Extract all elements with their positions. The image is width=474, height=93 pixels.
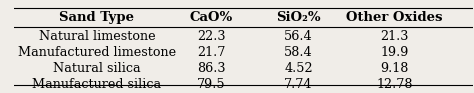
Text: 9.18: 9.18 xyxy=(381,62,409,75)
Text: Other Oxides: Other Oxides xyxy=(346,11,443,24)
Text: 58.4: 58.4 xyxy=(284,46,313,59)
Text: 7.74: 7.74 xyxy=(284,78,313,91)
Text: 21.7: 21.7 xyxy=(197,46,226,59)
Text: Sand Type: Sand Type xyxy=(59,11,134,24)
Text: 4.52: 4.52 xyxy=(284,62,313,75)
Text: CaO%: CaO% xyxy=(190,11,233,24)
Text: 56.4: 56.4 xyxy=(284,30,313,43)
Text: 21.3: 21.3 xyxy=(381,30,409,43)
Text: Natural limestone: Natural limestone xyxy=(38,30,155,43)
Text: Manufactured silica: Manufactured silica xyxy=(32,78,161,91)
Text: 79.5: 79.5 xyxy=(197,78,226,91)
Text: Manufactured limestone: Manufactured limestone xyxy=(18,46,176,59)
Text: 86.3: 86.3 xyxy=(197,62,226,75)
Text: Natural silica: Natural silica xyxy=(53,62,141,75)
Text: 12.78: 12.78 xyxy=(376,78,413,91)
Text: 19.9: 19.9 xyxy=(381,46,409,59)
Text: 22.3: 22.3 xyxy=(197,30,226,43)
Text: SiO₂%: SiO₂% xyxy=(276,11,321,24)
